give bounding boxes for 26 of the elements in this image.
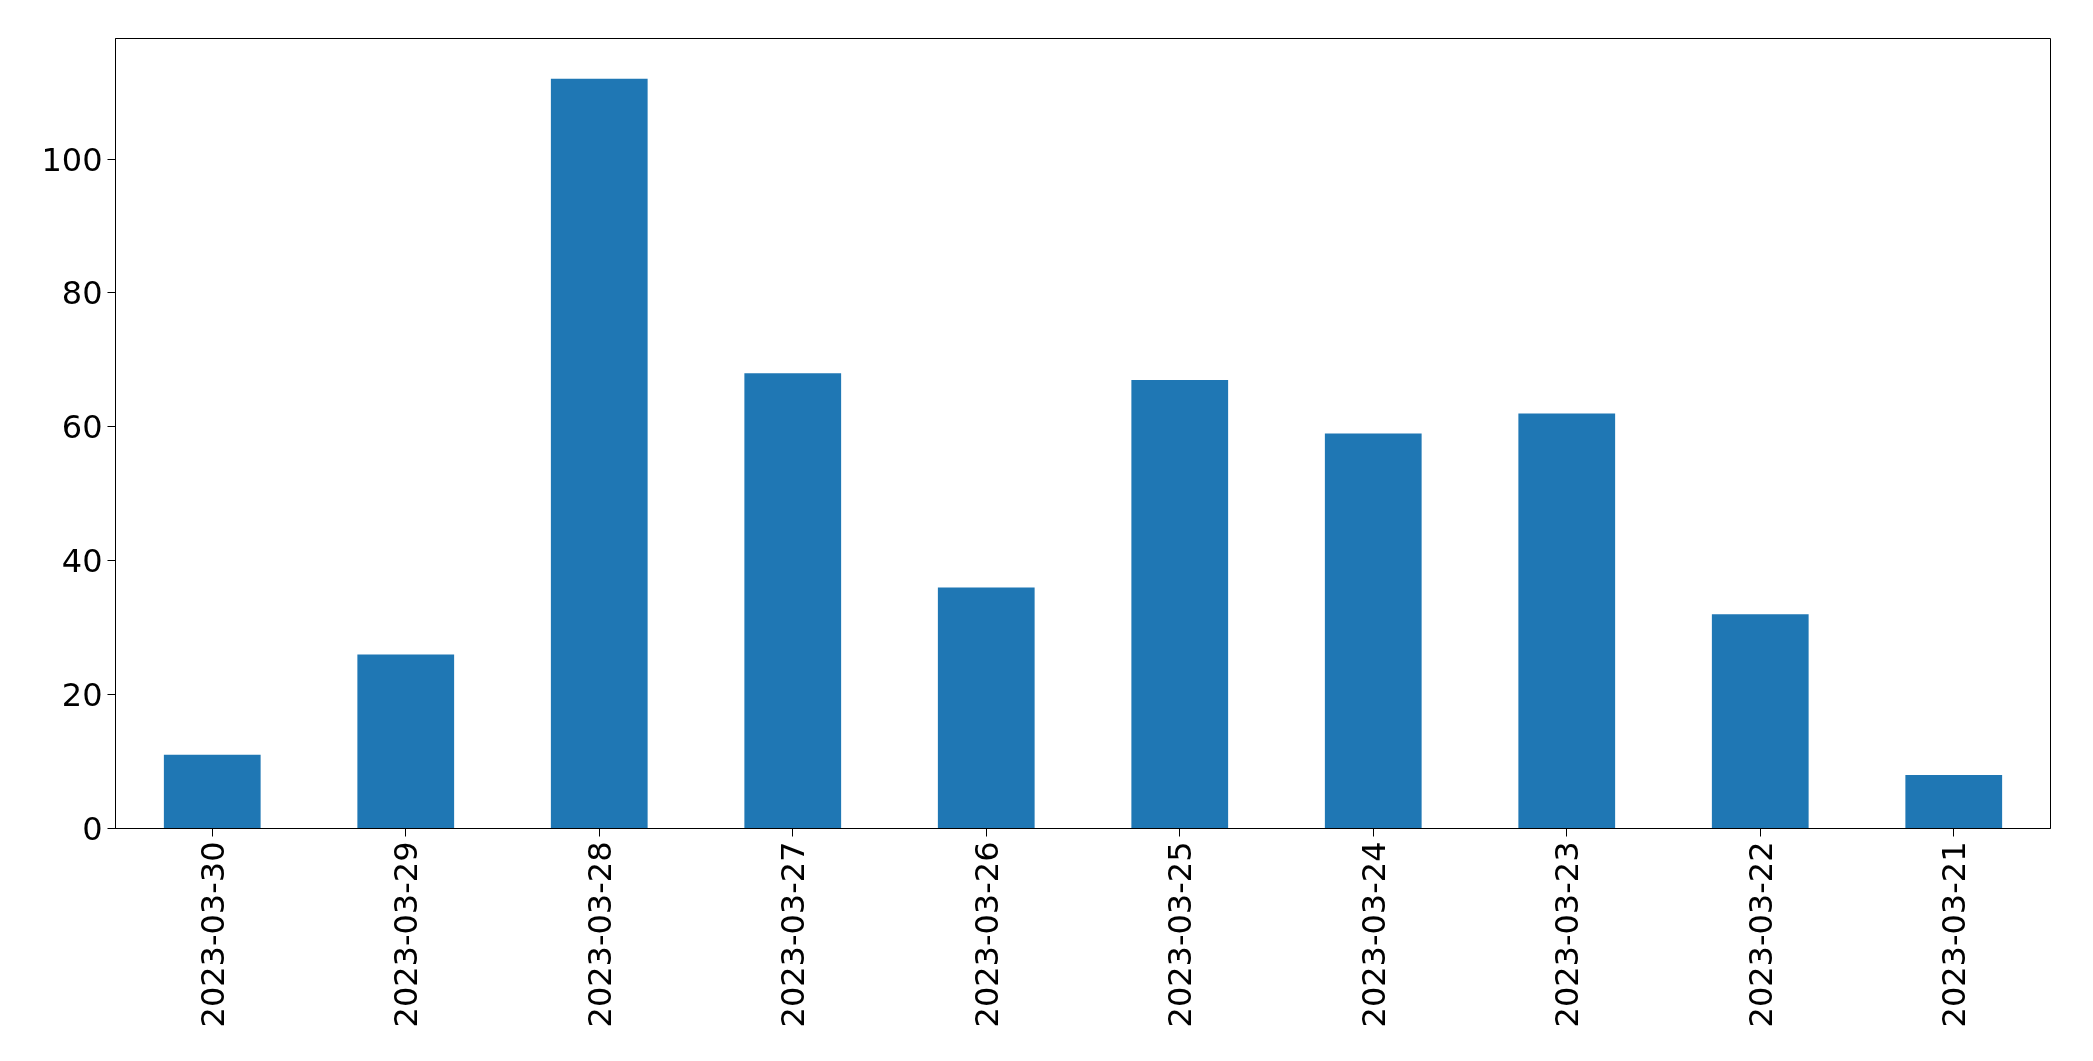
x-tick-label: 2023-03-26 bbox=[967, 841, 1006, 1028]
y-tick-label: 20 bbox=[61, 676, 103, 715]
bar bbox=[1905, 774, 2003, 829]
bar bbox=[744, 373, 842, 829]
bar bbox=[1711, 614, 1809, 829]
bar bbox=[1131, 379, 1229, 829]
y-tick-label: 0 bbox=[82, 810, 103, 848]
x-tick-label: 2023-03-21 bbox=[1935, 841, 1974, 1028]
x-tick-label: 2023-03-25 bbox=[1161, 841, 1200, 1028]
x-tick-label: 2023-03-30 bbox=[193, 841, 232, 1028]
x-tick-label: 2023-03-27 bbox=[774, 841, 813, 1028]
bar bbox=[1518, 413, 1616, 829]
bar bbox=[1324, 433, 1422, 829]
bar bbox=[550, 78, 648, 829]
y-tick-label: 40 bbox=[61, 542, 103, 581]
x-tick-label: 2023-03-29 bbox=[387, 841, 426, 1028]
x-tick-label: 2023-03-23 bbox=[1548, 841, 1587, 1028]
x-tick-label: 2023-03-24 bbox=[1354, 841, 1393, 1028]
y-tick-label: 100 bbox=[41, 140, 103, 179]
bar bbox=[937, 587, 1035, 829]
x-tick-label: 2023-03-28 bbox=[580, 841, 619, 1028]
bar bbox=[357, 654, 455, 829]
x-tick-label: 2023-03-22 bbox=[1741, 841, 1780, 1028]
y-tick-label: 80 bbox=[61, 274, 103, 313]
y-tick-label: 60 bbox=[61, 408, 103, 447]
bar bbox=[163, 754, 261, 829]
